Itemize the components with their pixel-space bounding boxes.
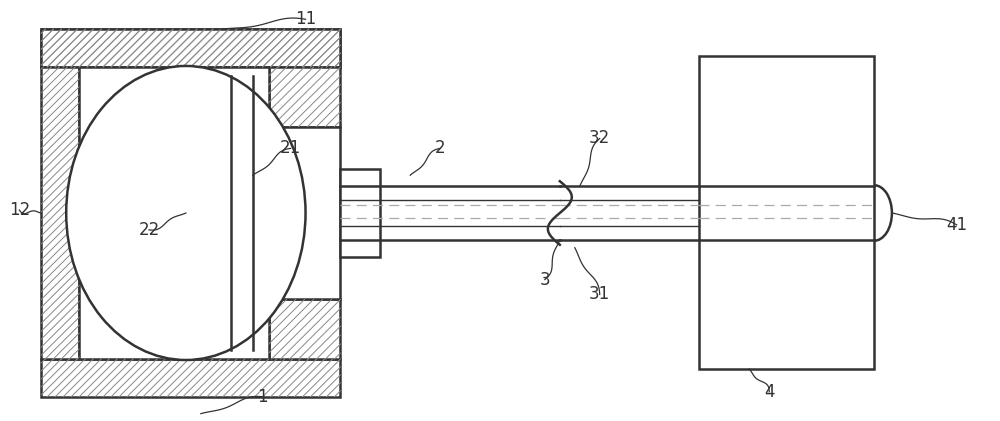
Bar <box>699 56 874 369</box>
Text: 1: 1 <box>257 388 268 406</box>
Text: 3: 3 <box>540 271 550 288</box>
Bar <box>41 29 340 67</box>
Text: 4: 4 <box>764 383 774 401</box>
Bar <box>79 67 269 359</box>
Bar <box>340 169 380 257</box>
Bar <box>269 127 340 299</box>
Text: 12: 12 <box>9 201 30 219</box>
Bar <box>269 67 340 127</box>
Text: 41: 41 <box>946 216 967 234</box>
Text: 22: 22 <box>138 221 160 239</box>
Bar <box>41 359 340 397</box>
Bar <box>269 299 340 359</box>
Bar <box>41 67 79 359</box>
Text: 32: 32 <box>589 130 610 147</box>
Bar <box>41 29 340 67</box>
Text: 11: 11 <box>295 10 316 28</box>
Text: 21: 21 <box>280 139 301 157</box>
Text: 31: 31 <box>589 285 610 304</box>
Ellipse shape <box>66 66 306 360</box>
Text: 2: 2 <box>435 139 445 157</box>
